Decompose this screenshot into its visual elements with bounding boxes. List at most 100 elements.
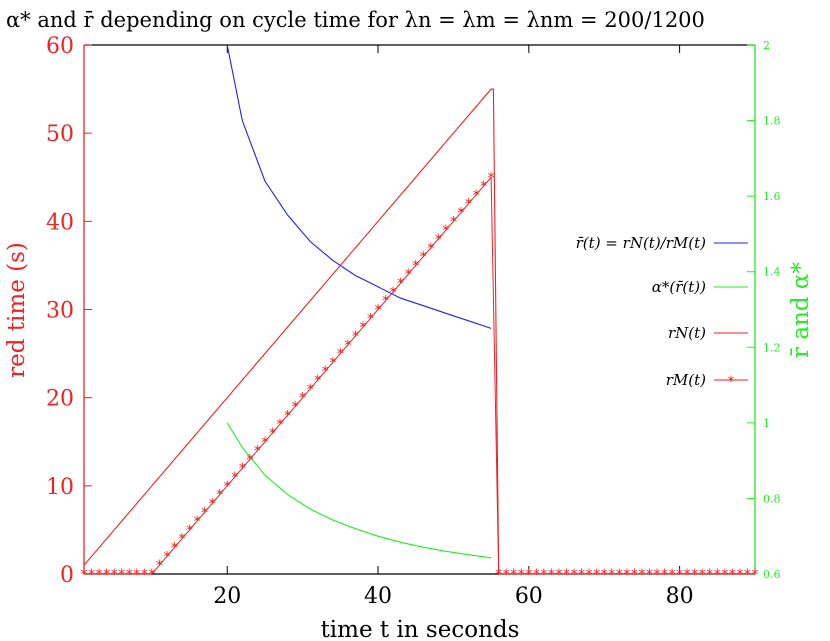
chart-title: α* and r̄ depending on cycle time for λn… <box>6 8 705 32</box>
r-m-point: * <box>510 567 518 583</box>
r-m-point: * <box>336 347 344 363</box>
r-m-point: * <box>630 567 638 583</box>
r-m-point: * <box>276 417 284 433</box>
r-m-point: * <box>366 311 374 327</box>
r-m-point: * <box>208 496 216 512</box>
r-m-point: * <box>502 567 510 583</box>
y-left-tick-label: 30 <box>46 299 74 324</box>
r-bar-series-line <box>226 44 492 329</box>
r-m-point: * <box>706 567 714 583</box>
r-m-point: * <box>374 303 382 319</box>
r-m-point: * <box>87 567 95 583</box>
r-m-point: * <box>396 276 404 292</box>
r-m-point: * <box>457 206 465 222</box>
r-m-point: * <box>223 479 231 495</box>
r-m-point: * <box>185 523 193 539</box>
r-m-point: * <box>110 567 118 583</box>
y-left-tick-label: 0 <box>60 563 74 588</box>
legend-alpha-star: α*(r̄(t)) <box>652 278 748 296</box>
tick-labels: 20 40 60 80 0 10 20 30 40 50 60 0.6 0.8 1 1.2 1.4 1.6 1.8… <box>46 34 781 609</box>
legend-r-n: rN(t) <box>668 324 748 342</box>
r-m-point: * <box>638 567 646 583</box>
r-m-point: * <box>238 461 246 477</box>
y-left-tick-label: 60 <box>46 34 74 59</box>
plot-frame <box>83 44 756 575</box>
r-m-point: * <box>253 444 261 460</box>
r-m-point: * <box>133 567 141 583</box>
legend-label: rM(t) <box>666 371 706 389</box>
r-m-point: * <box>344 338 352 354</box>
y-left-tick-label: 10 <box>46 475 74 500</box>
r-m-point: * <box>193 514 201 530</box>
r-m-point: * <box>404 267 412 283</box>
y-right-tick-label: 2 <box>763 39 770 52</box>
r-m-point: * <box>140 567 148 583</box>
r-m-point: * <box>600 567 608 583</box>
r-m-point: * <box>351 329 359 345</box>
r-m-point: * <box>645 567 653 583</box>
r-m-point: * <box>623 567 631 583</box>
r-m-point: * <box>178 532 186 548</box>
r-m-point: * <box>660 567 668 583</box>
legend-r-bar: r̄(t) = rN(t)/rM(t) <box>576 234 748 252</box>
r-m-point: * <box>117 567 125 583</box>
y-right-tick-label: 0.8 <box>763 492 781 505</box>
r-m-point: * <box>464 197 472 213</box>
r-m-point: * <box>577 567 585 583</box>
legend-label: α*(r̄(t)) <box>652 278 706 296</box>
r-m-point: * <box>698 567 706 583</box>
r-m-point: * <box>306 382 314 398</box>
r-m-point: * <box>291 399 299 415</box>
legend-label: r̄(t) = rN(t)/rM(t) <box>576 234 706 252</box>
r-m-point: * <box>215 488 223 504</box>
r-m-point: * <box>540 567 548 583</box>
r-m-point: * <box>675 567 683 583</box>
tick-marks <box>84 44 755 575</box>
y-right-tick-label: 1.2 <box>763 341 781 354</box>
x-tick-label: 40 <box>364 584 392 609</box>
r-m-point: * <box>736 567 744 583</box>
r-m-point: * <box>80 567 88 583</box>
r-m-point: * <box>592 567 600 583</box>
r-m-point: * <box>728 567 736 583</box>
r-m-point: * <box>449 214 457 230</box>
r-m-point: * <box>562 567 570 583</box>
r-m-point: * <box>261 435 269 451</box>
r-m-point: * <box>231 470 239 486</box>
r-m-point: * <box>608 567 616 583</box>
r-m-point: * <box>419 250 427 266</box>
alpha-star-series-line <box>226 422 492 559</box>
r-m-point: * <box>125 567 133 583</box>
y-right-tick-label: 1.4 <box>763 266 781 279</box>
series-layer: * * * * * * * * * * * * * * * * * * * * * * * * * * * * * * * * * * * * * * * *… <box>80 44 759 583</box>
r-m-point: * <box>427 241 435 257</box>
r-m-point: * <box>683 567 691 583</box>
r-m-point: * <box>268 426 276 442</box>
r-m-point: * <box>668 567 676 583</box>
legend-marker: * <box>727 374 735 390</box>
r-m-point: * <box>389 285 397 301</box>
r-m-point: * <box>743 567 751 583</box>
x-axis-label: time t in seconds <box>321 617 520 641</box>
r-m-point: * <box>95 567 103 583</box>
r-m-point: * <box>163 549 171 565</box>
y-axis-label-left: red time (s) <box>4 242 30 378</box>
r-m-point: * <box>472 188 480 204</box>
r-m-point: * <box>314 373 322 389</box>
r-m-point: * <box>200 505 208 521</box>
r-m-series-line: * * * * * * * * * * * * * * * * * * * * * * * * * * * * * * * * * * * * * * * *… <box>80 170 759 583</box>
r-m-point: * <box>359 320 367 336</box>
r-m-point: * <box>547 567 555 583</box>
r-m-point: * <box>525 567 533 583</box>
r-m-point: * <box>412 258 420 274</box>
y-left-tick-label: 40 <box>46 210 74 235</box>
r-m-point: * <box>690 567 698 583</box>
r-m-point: * <box>585 567 593 583</box>
legend-label: rN(t) <box>668 324 706 342</box>
y-axis-label-right: r̄ and α* <box>788 262 814 358</box>
x-tick-label: 60 <box>515 584 543 609</box>
r-m-point: * <box>615 567 623 583</box>
r-m-point: * <box>321 364 329 380</box>
r-m-point: * <box>570 567 578 583</box>
r-m-point: * <box>494 567 502 583</box>
